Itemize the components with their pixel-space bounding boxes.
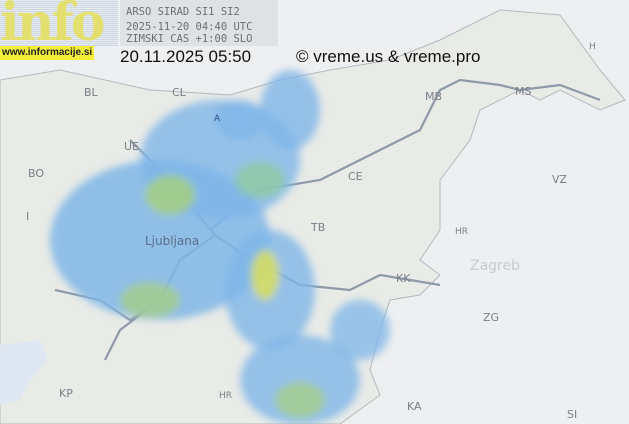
label-kp: KP <box>59 387 73 400</box>
label-kk: KK <box>396 272 411 285</box>
copyright: © vreme.us & vreme.pro <box>296 47 481 66</box>
label-tb: TB <box>310 221 325 234</box>
label-h: H <box>589 42 596 52</box>
label-bl: BL <box>84 86 99 99</box>
label-zg: ZG <box>483 311 499 324</box>
sea <box>0 340 48 405</box>
logo[interactable]: info <box>0 0 118 46</box>
label-si: SI <box>567 408 577 421</box>
logo-url-link[interactable]: www.informacije.si <box>0 46 95 60</box>
radar-info-box: ARSO SIRAD SI1 SI2 2025-11-20 04:40 UTC … <box>120 0 278 46</box>
logo-text: info <box>0 0 106 46</box>
radar-echoes <box>50 70 390 424</box>
label-hr: HR <box>455 227 468 237</box>
label-vz: VZ <box>552 173 568 186</box>
label-zagreb: Zagreb <box>470 258 520 274</box>
label-bo: BO <box>28 167 44 180</box>
label-a: A <box>214 114 221 124</box>
label-ljubljana: Ljubljana <box>145 234 199 248</box>
label-ms: MS <box>515 85 531 98</box>
label-ka: KA <box>407 400 422 413</box>
label-ce: CE <box>348 170 363 183</box>
local-datetime: 20.11.2025 05:50 <box>120 47 252 66</box>
label-mb: MB <box>425 90 442 103</box>
radar-time-utc: 2025-11-20 04:40 UTC <box>126 21 253 33</box>
time-zone-note: ZIMSKI CAS +1:00 SLO <box>126 33 253 45</box>
label-cl: CL <box>172 86 187 99</box>
radar-source: ARSO SIRAD SI1 SI2 <box>126 6 240 18</box>
label-hr-south: HR <box>219 391 232 401</box>
label-ue: UE <box>124 140 139 153</box>
label-i: I <box>26 210 29 223</box>
map-labels: BL CL UE BO I Ljubljana CE TB HR KK Zagr… <box>26 42 596 421</box>
